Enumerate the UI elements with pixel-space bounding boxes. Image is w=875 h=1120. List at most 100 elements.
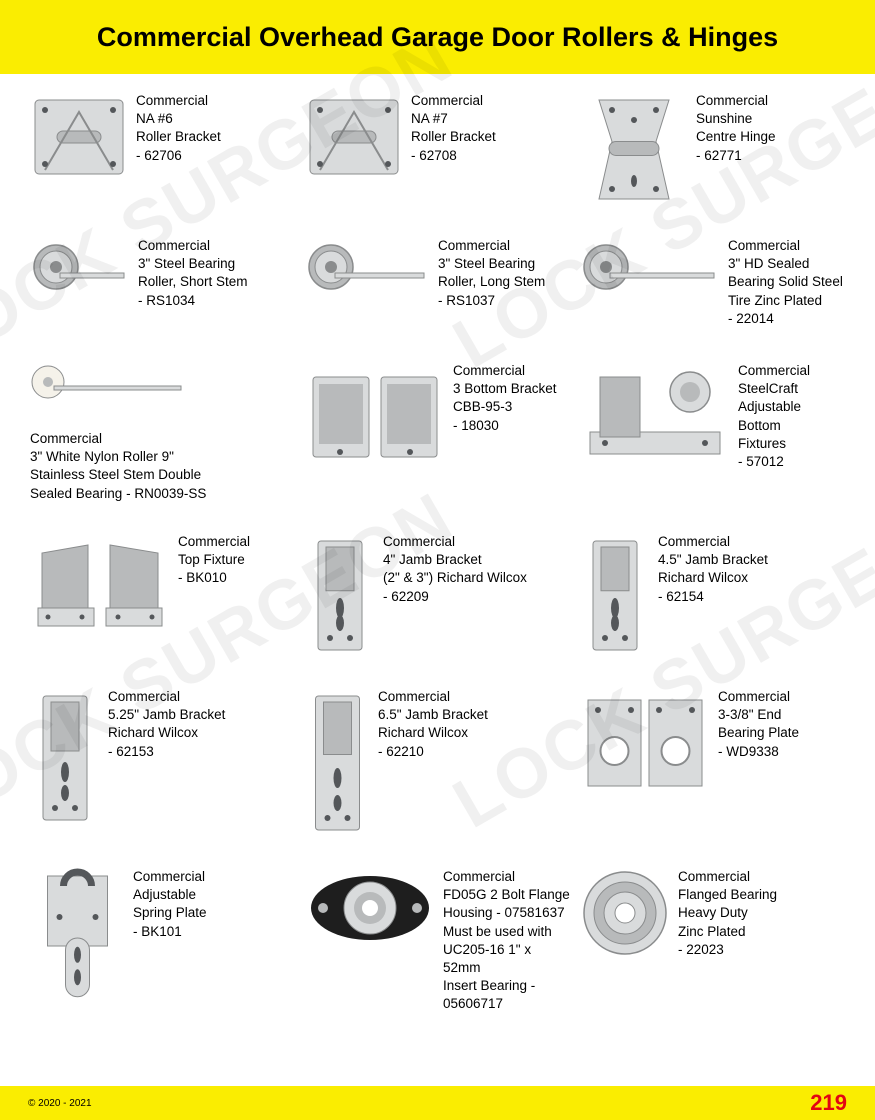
product-text-line: Richard Wilcox xyxy=(108,724,225,742)
product-image xyxy=(580,533,650,658)
product-text-line: - RS1037 xyxy=(438,292,545,310)
product-item: CommercialAdjustableSpring Plate- BK101 xyxy=(30,868,295,1014)
product-item: Commercial5.25" Jamb BracketRichard Wilc… xyxy=(30,688,295,838)
product-row: Commercial5.25" Jamb BracketRichard Wilc… xyxy=(30,688,845,838)
product-text-line: Commercial xyxy=(178,533,250,551)
product-image xyxy=(30,868,125,1008)
product-item: CommercialFD05G 2 Bolt FlangeHousing - 0… xyxy=(305,868,570,1014)
product-description: CommercialNA #6Roller Bracket- 62706 xyxy=(136,92,221,165)
product-item: CommercialSunshineCentre Hinge- 62771 xyxy=(580,92,845,207)
product-text-line: 5.25" Jamb Bracket xyxy=(108,706,225,724)
product-text-line: 3" Steel Bearing xyxy=(438,255,545,273)
product-description: Commercial3-3/8" EndBearing Plate- WD933… xyxy=(718,688,799,761)
product-text-line: 3" White Nylon Roller 9" xyxy=(30,448,206,466)
product-image xyxy=(305,92,403,182)
product-text-line: - 62210 xyxy=(378,743,488,761)
page-title: Commercial Overhead Garage Door Rollers … xyxy=(97,22,778,53)
product-text-line: Commercial xyxy=(678,868,777,886)
product-text-line: (2" & 3") Richard Wilcox xyxy=(383,569,527,587)
footer-bar: © 2020 - 2021 219 xyxy=(0,1086,875,1120)
product-text-line: Fixtures xyxy=(738,435,810,453)
product-text-line: SteelCraft xyxy=(738,380,810,398)
product-text-line: Commercial xyxy=(138,237,248,255)
product-image xyxy=(30,362,185,422)
product-text-line: Housing - 07581637 xyxy=(443,904,570,922)
product-item: CommercialNA #7Roller Bracket- 62708 xyxy=(305,92,570,207)
product-image xyxy=(305,533,375,658)
product-row: CommercialNA #6Roller Bracket- 62706 Com… xyxy=(30,92,845,207)
product-text-line: Roller Bracket xyxy=(136,128,221,146)
product-text-line: CBB-95-3 xyxy=(453,398,557,416)
product-text-line: Adjustable xyxy=(133,886,207,904)
product-item: CommercialTop Fixture- BK010 xyxy=(30,533,295,658)
product-text-line: Bearing Plate xyxy=(718,724,799,742)
product-item: Commercial3" White Nylon Roller 9"Stainl… xyxy=(30,362,295,503)
product-item: CommercialSteelCraftAdjustableBottomFixt… xyxy=(580,362,845,503)
product-text-line: UC205-16 1" x 52mm xyxy=(443,941,570,977)
product-text-line: Commercial xyxy=(378,688,488,706)
product-text-line: 3" HD Sealed xyxy=(728,255,843,273)
product-text-line: Spring Plate xyxy=(133,904,207,922)
product-text-line: Roller Bracket xyxy=(411,128,496,146)
catalog-content: CommercialNA #6Roller Bracket- 62706 Com… xyxy=(0,74,875,1014)
product-text-line: Commercial xyxy=(133,868,207,886)
product-item: Commercial3" Steel BearingRoller, Long S… xyxy=(305,237,570,332)
product-text-line: Centre Hinge xyxy=(696,128,776,146)
product-text-line: Sealed Bearing - RN0039-SS xyxy=(30,485,206,503)
product-description: Commercial3" Steel BearingRoller, Short … xyxy=(138,237,248,310)
product-text-line: Commercial xyxy=(438,237,545,255)
product-text-line: - BK101 xyxy=(133,923,207,941)
product-image xyxy=(30,533,170,633)
product-text-line: Commercial xyxy=(738,362,810,380)
header-bar: Commercial Overhead Garage Door Rollers … xyxy=(0,0,875,74)
product-text-line: Stainless Steel Stem Double xyxy=(30,466,206,484)
product-text-line: - 18030 xyxy=(453,417,557,435)
product-image xyxy=(580,362,730,462)
product-text-line: Sunshine xyxy=(696,110,776,128)
product-text-line: Commercial xyxy=(108,688,225,706)
product-image xyxy=(305,688,370,838)
product-text-line: Commercial xyxy=(718,688,799,706)
product-text-line: 3-3/8" End xyxy=(718,706,799,724)
product-description: CommercialFlanged BearingHeavy DutyZinc … xyxy=(678,868,777,959)
product-item: Commercial3-3/8" EndBearing Plate- WD933… xyxy=(580,688,845,838)
product-text-line: Commercial xyxy=(453,362,557,380)
product-text-line: - 62706 xyxy=(136,147,221,165)
product-item: Commercial3 Bottom BracketCBB-95-3- 1803… xyxy=(305,362,570,503)
product-text-line: - 22014 xyxy=(728,310,843,328)
product-text-line: NA #7 xyxy=(411,110,496,128)
product-text-line: 4" Jamb Bracket xyxy=(383,551,527,569)
product-image xyxy=(580,92,688,207)
product-description: Commercial4" Jamb Bracket(2" & 3") Richa… xyxy=(383,533,527,606)
product-row: CommercialAdjustableSpring Plate- BK101 … xyxy=(30,868,845,1014)
product-text-line: - 62153 xyxy=(108,743,225,761)
product-text-line: Must be used with xyxy=(443,923,570,941)
product-image xyxy=(580,868,670,958)
product-item: Commercial3" Steel BearingRoller, Short … xyxy=(30,237,295,332)
product-text-line: Top Fixture xyxy=(178,551,250,569)
product-text-line: - WD9338 xyxy=(718,743,799,761)
product-text-line: - BK010 xyxy=(178,569,250,587)
product-description: CommercialSteelCraftAdjustableBottomFixt… xyxy=(738,362,810,471)
product-image xyxy=(580,237,720,332)
product-image xyxy=(305,868,435,948)
product-text-line: Bottom xyxy=(738,417,810,435)
product-text-line: - 62209 xyxy=(383,588,527,606)
product-text-line: - 57012 xyxy=(738,453,810,471)
product-image xyxy=(580,688,710,798)
product-text-line: 6.5" Jamb Bracket xyxy=(378,706,488,724)
product-text-line: Commercial xyxy=(30,430,206,448)
product-image xyxy=(30,237,130,332)
product-text-line: Commercial xyxy=(383,533,527,551)
product-description: CommercialTop Fixture- BK010 xyxy=(178,533,250,588)
product-description: CommercialFD05G 2 Bolt FlangeHousing - 0… xyxy=(443,868,570,1014)
product-image xyxy=(30,688,100,828)
product-text-line: NA #6 xyxy=(136,110,221,128)
product-text-line: Commercial xyxy=(136,92,221,110)
product-text-line: Zinc Plated xyxy=(678,923,777,941)
product-text-line: Flanged Bearing xyxy=(678,886,777,904)
product-description: Commercial4.5" Jamb BracketRichard Wilco… xyxy=(658,533,768,606)
product-image xyxy=(30,92,128,182)
product-text-line: Commercial xyxy=(658,533,768,551)
product-text-line: Adjustable xyxy=(738,398,810,416)
